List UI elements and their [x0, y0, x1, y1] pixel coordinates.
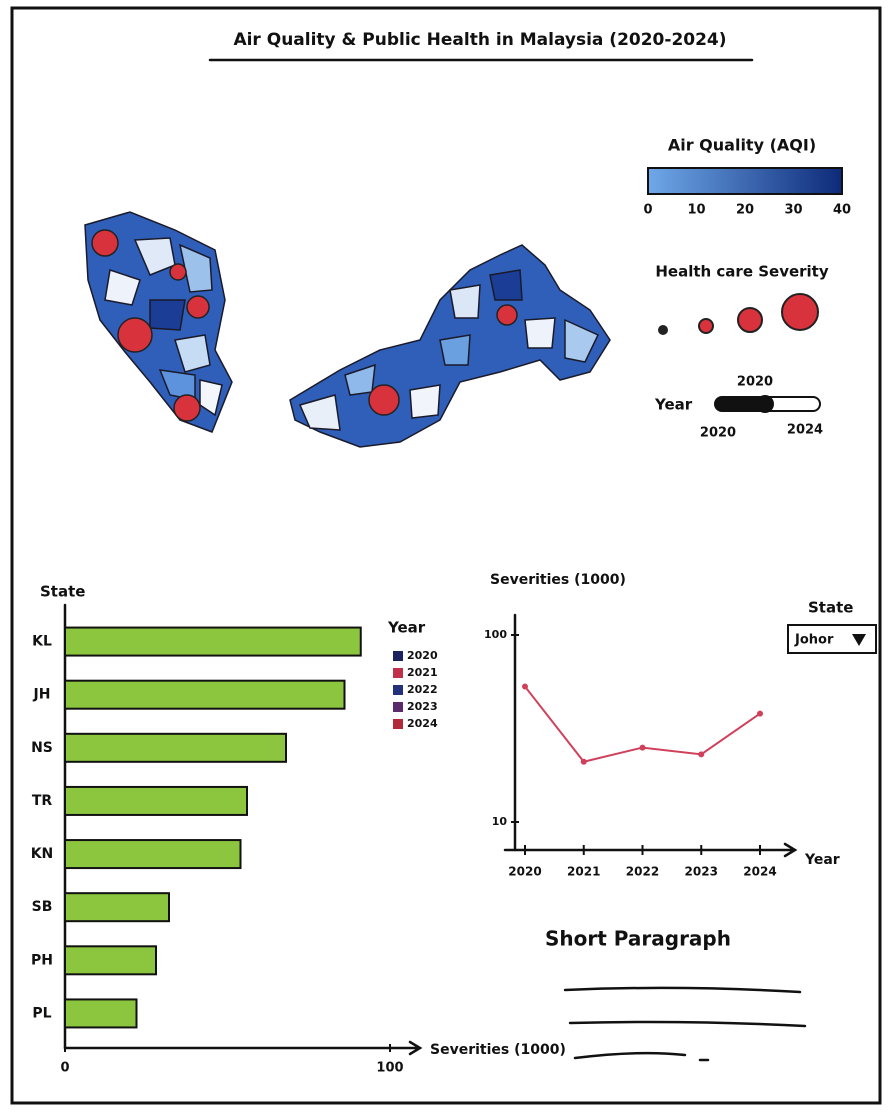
- legend-swatch: [393, 719, 403, 729]
- bar-chart: State Severities (1000) Year 0 100 KL JH NS T…: [31, 583, 566, 1076]
- line-chart: Severities (1000) Year State Johor 2020 2…: [484, 572, 877, 879]
- legend-swatch: [393, 702, 403, 712]
- y-tick-label: SB: [32, 899, 53, 915]
- y-tick-label: NS: [31, 740, 53, 756]
- map-peninsula: [84, 211, 233, 433]
- legend-swatch: [393, 651, 403, 661]
- legend-label: 2020: [407, 649, 438, 662]
- legend-label: 2024: [407, 717, 438, 730]
- year-slider-label: Year: [654, 396, 693, 414]
- legend-label: 2021: [407, 666, 438, 679]
- point: [698, 751, 705, 758]
- legend-label: 2022: [407, 683, 438, 696]
- year-max: 2024: [787, 423, 823, 438]
- x-axis-title: Year: [804, 852, 840, 868]
- point: [757, 710, 763, 717]
- severity-legend: [658, 293, 819, 335]
- year-selected: 2020: [737, 375, 773, 390]
- point: [580, 758, 587, 765]
- bar: [64, 679, 346, 710]
- bar: [64, 945, 157, 976]
- aqi-tick-label: 10: [687, 203, 705, 218]
- bar: [64, 839, 242, 870]
- severity-legend-title: Health care Severity: [655, 263, 829, 281]
- x-axis: [503, 842, 798, 858]
- y-tick-label: PH: [31, 952, 53, 968]
- y-axis-title: Severities (1000): [490, 572, 626, 588]
- legend-swatch: [393, 685, 403, 695]
- bar: [64, 785, 248, 816]
- y-tick-label: JH: [33, 687, 51, 703]
- y-tick-label: PL: [32, 1005, 51, 1021]
- y-tick-label: 100: [484, 628, 507, 641]
- x-tick-label: 2021: [567, 865, 600, 879]
- x-axis: [63, 1040, 423, 1056]
- y-axis-title: State: [40, 583, 85, 601]
- bar: [64, 998, 138, 1029]
- bar: [64, 732, 287, 763]
- aqi-tick-label: 40: [833, 203, 851, 218]
- state-dropdown[interactable]: Johor: [787, 624, 877, 654]
- aqi-legend-title: Air Quality (AQI): [668, 136, 816, 155]
- aqi-ticks: 0 10 20 30 40: [643, 203, 851, 218]
- x-tick-label: 2024: [743, 865, 776, 879]
- paragraph-placeholder: [563, 986, 807, 1062]
- x-tick-label: 0: [60, 1061, 69, 1076]
- filter-label: State: [808, 599, 853, 617]
- year-slider[interactable]: [714, 395, 821, 413]
- x-tick-label: 100: [376, 1061, 403, 1076]
- paragraph-title: Short Paragraph: [545, 927, 731, 951]
- y-tick-label: KL: [32, 634, 52, 650]
- year-min: 2020: [700, 426, 736, 441]
- x-tick-label: 2023: [685, 865, 718, 879]
- y-tick-label: 10: [492, 815, 508, 828]
- legend-label: 2023: [407, 700, 438, 713]
- y-tick-label: KN: [31, 846, 54, 862]
- point: [639, 744, 646, 751]
- x-tick-label: 2020: [508, 865, 541, 879]
- aqi-tick-label: 30: [784, 203, 802, 218]
- title: Air Quality & Public Health in Malaysia …: [233, 30, 726, 50]
- aqi-color-bar: [647, 167, 843, 195]
- aqi-tick-label: 20: [736, 203, 754, 218]
- dropdown-value: Johor: [794, 633, 834, 648]
- x-axis-title: Severities (1000): [430, 1042, 566, 1058]
- map-borneo: [289, 244, 611, 448]
- legend-title: Year: [387, 619, 426, 637]
- bar: [64, 892, 170, 923]
- bar: [64, 626, 362, 657]
- legend-swatch: [393, 668, 403, 678]
- y-tick-label: TR: [32, 793, 53, 809]
- point: [522, 683, 528, 690]
- aqi-tick-label: 0: [643, 203, 652, 218]
- x-tick-label: 2022: [626, 865, 659, 879]
